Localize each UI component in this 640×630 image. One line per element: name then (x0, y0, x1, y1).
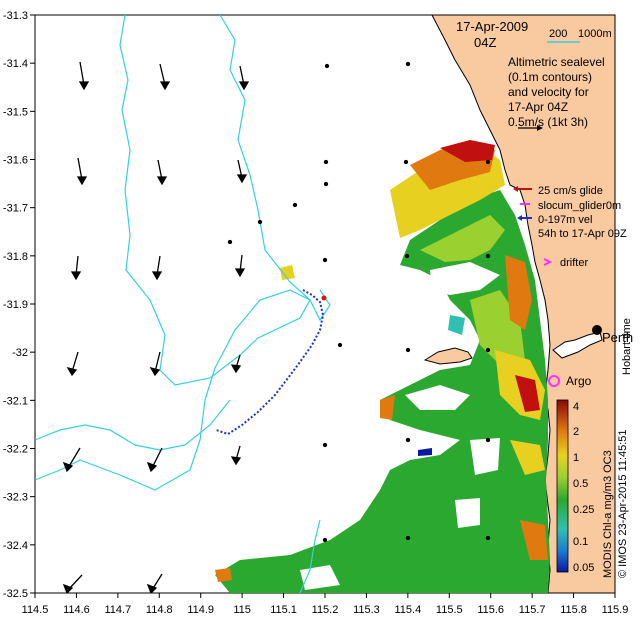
depth-200-label: 200 (549, 28, 567, 40)
y-tick-label: -32.1 (3, 395, 28, 407)
y-tick-label: -31.8 (3, 251, 28, 263)
sealevel-contours (35, 15, 331, 593)
x-tick-label: 115.2 (312, 604, 339, 616)
colorbar (556, 399, 569, 573)
x-tick-label: 114.9 (187, 604, 214, 616)
x-axis-ticks: 114.5 114.6 114.7 114.8 114.9 115 115.1 115.2 11… (22, 593, 629, 616)
svg-text:0.5: 0.5 (573, 478, 588, 490)
glider-legend-line-2: slocum_glider0m (538, 200, 621, 212)
svg-text:1: 1 (573, 452, 579, 464)
argo-label: Argo (566, 374, 592, 388)
y-tick-label: -31.4 (3, 58, 28, 70)
x-tick-label: 114.6 (63, 604, 90, 616)
glider-legend-symbols (513, 186, 532, 221)
legend-line-4: 17-Apr 04Z (508, 100, 568, 114)
x-tick-label: 115.5 (436, 604, 463, 616)
glider-legend-line-3: 0-197m vel (538, 214, 592, 226)
colorbar-title: MODIS Chl-a mg/m3 OC3 (602, 450, 614, 578)
y-tick-label: -31.3 (3, 10, 28, 22)
depth-1000-label: 1000m (578, 28, 612, 40)
drifter-label: drifter (560, 257, 588, 269)
svg-text:2: 2 (573, 426, 579, 438)
legend-line-2: (0.1m contours) (508, 70, 592, 84)
velocity-scale-arrow (518, 125, 543, 131)
map-time: 04Z (474, 35, 496, 50)
swan-river (552, 331, 603, 359)
argo-marker (548, 375, 560, 387)
svg-text:0.1: 0.1 (573, 536, 588, 548)
y-tick-label: -31.6 (3, 155, 28, 167)
y-tick-label: -32.3 (3, 492, 28, 504)
glider-legend-line-1: 25 cm/s glide (538, 185, 603, 197)
x-tick-label: 115.9 (602, 604, 629, 616)
glider-legend-line-4: 54h to 17-Apr 09Z (538, 228, 627, 240)
y-tick-label: -32.4 (3, 540, 28, 552)
y-tick-label: -31.5 (3, 106, 28, 118)
x-tick-label: 114.7 (104, 604, 131, 616)
y-axis-ticks: -31.3 -31.4 -31.5 -31.6 -31.7 -31.8 -31.9 -32 -3… (3, 10, 35, 600)
x-tick-label: 115.1 (270, 604, 297, 616)
legend-line-3: and velocity for (508, 85, 589, 99)
cloud-gaps (300, 262, 500, 590)
x-tick-label: 115.4 (394, 604, 421, 616)
svg-text:0.05: 0.05 (573, 562, 594, 574)
map-date: 17-Apr-2009 (456, 19, 528, 34)
legend-line-1: Altimetric sealevel (508, 55, 605, 69)
x-tick-label: 115.3 (353, 604, 380, 616)
legend-line-5: 0.5m/s (1kt 3h) (508, 115, 588, 129)
colorbar-ticks: 4 2 1 0.5 0.25 0.1 0.05 (573, 401, 594, 574)
y-tick-label: -32 (12, 347, 28, 359)
y-tick-label: -32.2 (3, 444, 28, 456)
x-tick-label: 115.8 (560, 604, 587, 616)
perth-marker (592, 325, 602, 335)
glider-track (215, 289, 327, 436)
copyright-text: © IMOS 23-Apr-2015 11:45:51 (617, 429, 629, 578)
x-tick-label: 115.7 (519, 604, 546, 616)
y-tick-label: -31.7 (3, 203, 28, 215)
y-tick-label: -32.5 (3, 588, 28, 600)
rottnest-island (423, 347, 473, 365)
hobart-time-label: Hobart time (621, 318, 633, 375)
x-tick-label: 115.6 (477, 604, 504, 616)
drifter-marker (543, 258, 553, 266)
velocity-arrows (62, 61, 491, 593)
city-label: Perth (602, 330, 633, 345)
y-tick-label: -31.9 (3, 299, 28, 311)
svg-text:4: 4 (573, 401, 579, 413)
svg-text:0.25: 0.25 (573, 504, 594, 516)
x-tick-label: 114.8 (146, 604, 173, 616)
x-tick-label: 114.5 (22, 604, 49, 616)
x-tick-label: 115 (233, 604, 251, 616)
